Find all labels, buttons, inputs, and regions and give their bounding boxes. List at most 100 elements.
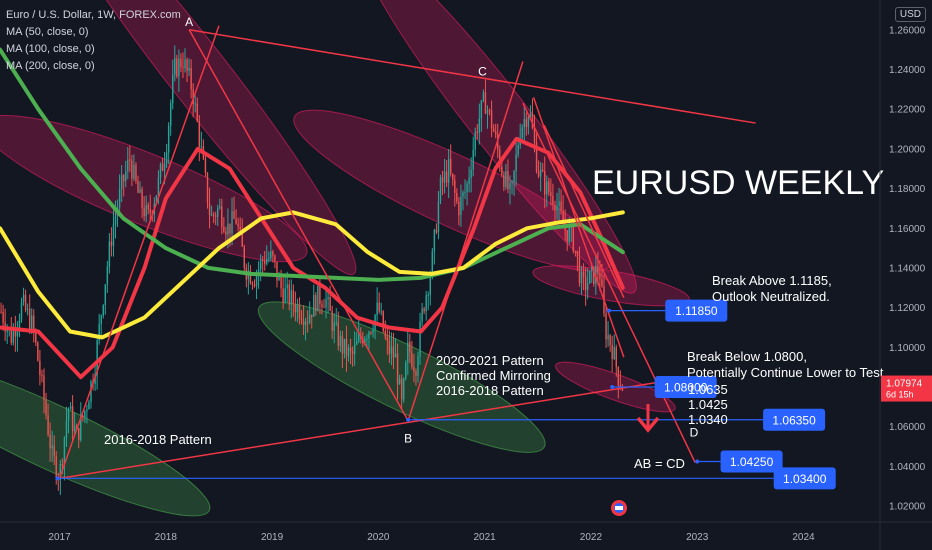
- candle-body: [419, 321, 421, 357]
- candle-body: [329, 297, 331, 311]
- candle-body: [591, 266, 593, 271]
- level-anchor: [695, 459, 700, 464]
- candle-body: [270, 251, 272, 259]
- candle-body: [613, 347, 615, 359]
- candle-body: [445, 171, 448, 183]
- candle-body: [466, 183, 468, 193]
- candle-body: [186, 59, 188, 71]
- candle-body: [102, 305, 104, 316]
- price-tick: 1.02000: [889, 502, 926, 513]
- breakabove-line: Break Above 1.1185,: [712, 273, 832, 288]
- candle-body: [601, 279, 603, 287]
- candle-body: [415, 371, 417, 376]
- candle-body: [88, 402, 90, 410]
- time-scale[interactable]: 2017 2018 2019 2020 2021 2022 2023 2024: [0, 521, 932, 543]
- candle-body: [194, 103, 196, 105]
- candle-body: [78, 428, 80, 440]
- candle-body: [494, 131, 497, 135]
- candle-body: [454, 180, 456, 193]
- candle-body: [165, 152, 168, 164]
- candle-body: [537, 171, 540, 177]
- ma-200-legend[interactable]: MA (200, close, 0): [6, 60, 95, 72]
- level-box: [654, 376, 717, 399]
- candle-body: [586, 283, 589, 290]
- candle-body: [182, 67, 184, 69]
- price-levels: 1.11850 1.08000 1.06350 1.04250 1.03400: [55, 299, 836, 490]
- candle-body: [214, 215, 217, 217]
- candle-body: [394, 353, 397, 358]
- candle-body: [515, 154, 517, 171]
- candle-body: [476, 131, 478, 133]
- candle-body: [468, 177, 470, 184]
- candle-body: [544, 171, 546, 195]
- candle-body: [43, 375, 45, 400]
- candle-body: [539, 169, 542, 177]
- candle-body: [12, 330, 15, 343]
- candle-body: [63, 437, 66, 465]
- candle-body: [558, 201, 560, 206]
- candle-body: [609, 335, 611, 346]
- candle-body: [18, 320, 21, 329]
- symbol-title[interactable]: Euro / U.S. Dollar, 1W, FOREX.com: [6, 9, 181, 21]
- candle-body: [196, 103, 198, 122]
- targets-line: 1.0425: [688, 397, 728, 412]
- candle-body: [388, 341, 391, 354]
- time-tick: 2021: [474, 532, 497, 543]
- targets-line: 1.0340: [688, 412, 728, 427]
- candle-body: [112, 224, 115, 246]
- candle-body: [2, 311, 4, 323]
- candle-body: [131, 160, 133, 179]
- candle-body: [456, 192, 458, 202]
- trendlines: [58, 25, 756, 480]
- level-anchor: [606, 308, 611, 313]
- breakabove-line: Outlook Neutralized.: [712, 289, 830, 304]
- candle-body: [435, 229, 438, 233]
- candle-body: [333, 322, 335, 331]
- candle-body: [382, 311, 384, 331]
- candle-body: [400, 378, 403, 400]
- ma-line-2: [0, 210, 625, 340]
- candle-body: [188, 68, 190, 71]
- point-label: B: [404, 432, 412, 446]
- candle-body: [460, 196, 462, 216]
- candle-body: [349, 347, 352, 352]
- price-scale[interactable]: 1.26000 1.24000 1.22000 1.20000 1.18000 1.160…: [879, 0, 926, 550]
- candle-body: [278, 276, 280, 281]
- candle-body: [490, 110, 493, 129]
- ma-100-legend[interactable]: MA (100, close, 0): [6, 43, 95, 55]
- candle-body: [588, 270, 591, 284]
- candle-body: [229, 223, 231, 234]
- price-tick: 1.06000: [889, 422, 926, 433]
- candle-body: [161, 164, 164, 171]
- candle-body: [49, 434, 51, 449]
- ab-cd-label: AB = CD: [634, 456, 685, 471]
- candle-body: [266, 258, 268, 264]
- candle-body: [337, 322, 340, 346]
- candle-body: [20, 302, 23, 321]
- candle-body: [341, 335, 344, 354]
- chart-legend: Euro / U.S. Dollar, 1W, FOREX.com MA (50…: [6, 7, 181, 75]
- annotations: EURUSD WEEKLY 2016-2018 Pattern 2020-202…: [104, 164, 884, 516]
- candle-body: [578, 257, 581, 284]
- time-tick: 2024: [792, 532, 815, 543]
- candle-body: [26, 309, 29, 311]
- current-price-countdown: 6d 15h: [886, 390, 914, 400]
- candle-body: [39, 360, 41, 376]
- candle-body: [135, 164, 137, 181]
- trendline: [407, 61, 524, 422]
- candle-body: [364, 338, 366, 344]
- candle-body: [339, 335, 342, 346]
- level-box: [763, 408, 826, 431]
- ma-50-legend[interactable]: MA (50, close, 0): [6, 26, 89, 38]
- currency-button[interactable]: USD: [894, 7, 926, 22]
- level-anchor: [610, 385, 615, 390]
- candle-body: [198, 121, 201, 147]
- candle-body: [560, 201, 562, 211]
- candle-body: [67, 409, 70, 421]
- candle-body: [513, 170, 515, 182]
- candle-body: [409, 342, 411, 353]
- candle-body: [127, 159, 129, 172]
- candle-body: [120, 175, 123, 189]
- candle-body: [619, 385, 622, 388]
